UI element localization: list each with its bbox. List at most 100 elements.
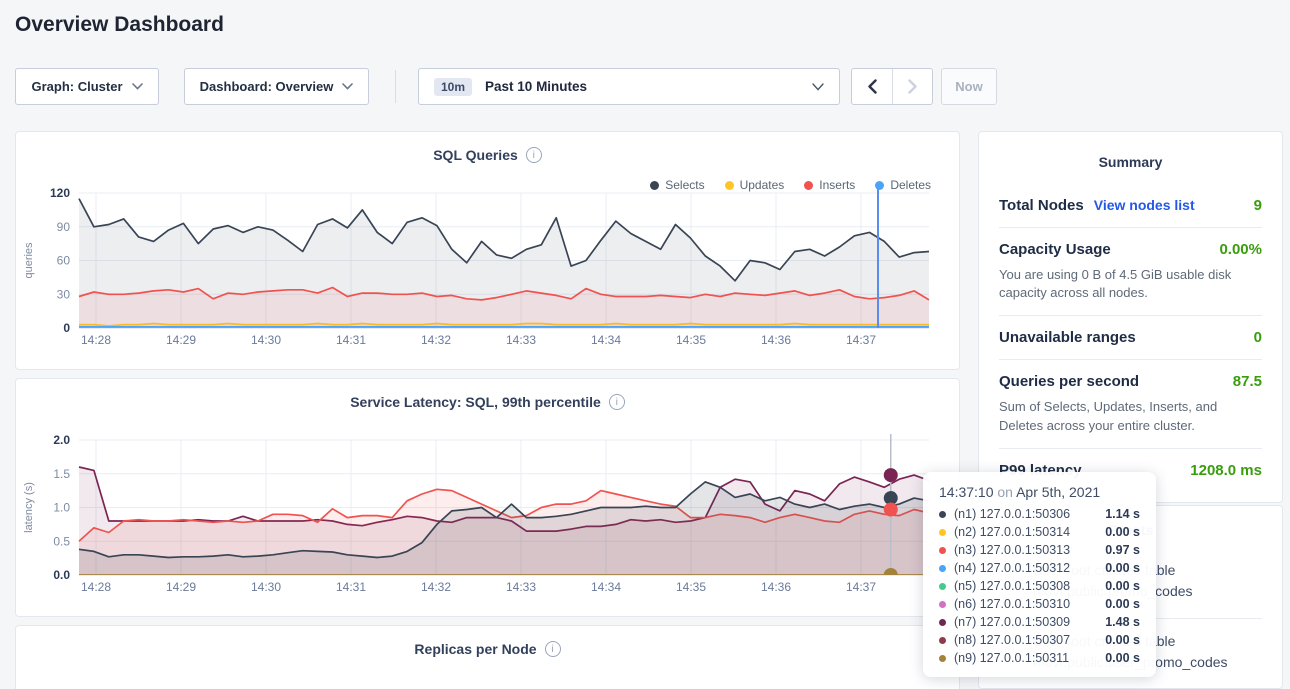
node-dot-icon bbox=[939, 655, 946, 662]
service-latency-chart[interactable]: 0.00.51.01.52.014:2814:2914:3014:3114:32… bbox=[16, 434, 959, 599]
info-icon[interactable]: i bbox=[545, 641, 561, 657]
tooltip-timestamp: 14:37:10 on Apr 5th, 2021 bbox=[939, 484, 1140, 500]
node-dot-icon bbox=[939, 547, 946, 554]
legend-item-inserts[interactable]: Inserts bbox=[804, 178, 855, 192]
chevron-right-icon bbox=[908, 79, 917, 94]
unavailable-ranges-label: Unavailable ranges bbox=[999, 329, 1136, 346]
svg-text:14:34: 14:34 bbox=[591, 333, 621, 347]
graph-dropdown[interactable]: Graph: Cluster bbox=[15, 68, 159, 105]
node-latency: 0.00 s bbox=[1105, 651, 1140, 665]
summary-row-total-nodes: Total Nodes View nodes list 9 bbox=[999, 184, 1262, 228]
replicas-title: Replicas per Node bbox=[414, 641, 536, 657]
dashboard-dropdown[interactable]: Dashboard: Overview bbox=[184, 68, 369, 105]
node-dot-icon bbox=[939, 511, 946, 518]
tooltip-row-n7: (n7) 127.0.0.1:503091.48 s bbox=[939, 613, 1140, 631]
node-latency: 0.97 s bbox=[1105, 543, 1140, 557]
svg-text:queries: queries bbox=[23, 242, 35, 279]
sql-queries-title: SQL Queries bbox=[433, 147, 518, 163]
summary-panel: Summary Total Nodes View nodes list 9 Ca… bbox=[978, 131, 1283, 503]
legend-item-updates[interactable]: Updates bbox=[725, 178, 785, 192]
info-icon[interactable]: i bbox=[609, 394, 625, 410]
tooltip-time: 14:37:10 bbox=[939, 484, 994, 500]
legend-label: Deletes bbox=[890, 178, 931, 192]
sql-queries-panel: SQL Queries i Selects Updates Inserts De… bbox=[15, 131, 960, 370]
time-next-button[interactable] bbox=[892, 69, 932, 104]
capacity-usage-label: Capacity Usage bbox=[999, 241, 1111, 258]
node-latency: 0.00 s bbox=[1105, 633, 1140, 647]
node-address: (n3) 127.0.0.1:50313 bbox=[954, 543, 1070, 557]
svg-text:14:31: 14:31 bbox=[336, 333, 366, 347]
svg-text:14:29: 14:29 bbox=[166, 333, 196, 347]
svg-text:14:36: 14:36 bbox=[761, 333, 791, 347]
svg-text:14:31: 14:31 bbox=[336, 580, 366, 594]
capacity-usage-desc: You are using 0 B of 4.5 GiB usable disk… bbox=[999, 266, 1262, 302]
node-address: (n8) 127.0.0.1:50307 bbox=[954, 633, 1070, 647]
node-address: (n5) 127.0.0.1:50308 bbox=[954, 579, 1070, 593]
tooltip-row-n6: (n6) 127.0.0.1:503100.00 s bbox=[939, 595, 1140, 613]
time-range-badge: 10m bbox=[434, 78, 472, 96]
deletes-dot-icon bbox=[875, 181, 884, 190]
selects-dot-icon bbox=[650, 181, 659, 190]
view-nodes-list-link[interactable]: View nodes list bbox=[1094, 197, 1195, 213]
node-dot-icon bbox=[939, 601, 946, 608]
tooltip-on: on bbox=[997, 484, 1013, 500]
now-button[interactable]: Now bbox=[941, 68, 997, 105]
svg-text:14:28: 14:28 bbox=[81, 333, 111, 347]
summary-row-qps: Queries per second 87.5 Sum of Selects, … bbox=[999, 360, 1262, 448]
svg-text:14:35: 14:35 bbox=[676, 333, 706, 347]
node-dot-icon bbox=[939, 565, 946, 572]
tooltip-row-n3: (n3) 127.0.0.1:50313 0.97 s bbox=[939, 541, 1140, 559]
node-address: (n2) 127.0.0.1:50314 bbox=[954, 525, 1070, 539]
unavailable-ranges-value: 0 bbox=[1254, 329, 1262, 346]
svg-text:14:28: 14:28 bbox=[81, 580, 111, 594]
qps-label: Queries per second bbox=[999, 373, 1139, 390]
tooltip-row-n2: (n2) 127.0.0.1:50314 0.00 s bbox=[939, 523, 1140, 541]
tooltip-row-n9: (n9) 127.0.0.1:503110.00 s bbox=[939, 649, 1140, 667]
time-prev-button[interactable] bbox=[852, 69, 892, 104]
info-icon[interactable]: i bbox=[526, 147, 542, 163]
node-address: (n4) 127.0.0.1:50312 bbox=[954, 561, 1070, 575]
page-title: Overview Dashboard bbox=[15, 13, 224, 37]
tooltip-row-n4: (n4) 127.0.0.1:50312 0.00 s bbox=[939, 559, 1140, 577]
graph-dropdown-label: Graph: Cluster bbox=[31, 79, 122, 94]
node-latency: 0.00 s bbox=[1105, 561, 1140, 575]
node-dot-icon bbox=[939, 583, 946, 590]
node-address: (n1) 127.0.0.1:50306 bbox=[954, 507, 1070, 521]
node-latency: 0.00 s bbox=[1105, 579, 1140, 593]
node-latency: 0.00 s bbox=[1105, 597, 1140, 611]
svg-text:14:33: 14:33 bbox=[506, 333, 536, 347]
svg-text:14:32: 14:32 bbox=[421, 580, 451, 594]
summary-row-unavailable-ranges: Unavailable ranges 0 bbox=[999, 316, 1262, 360]
chevron-down-icon bbox=[132, 83, 143, 90]
time-range-label: Past 10 Minutes bbox=[485, 79, 587, 94]
time-nav-group bbox=[851, 68, 933, 105]
node-latency: 0.00 s bbox=[1105, 525, 1140, 539]
svg-text:14:34: 14:34 bbox=[591, 580, 621, 594]
legend-label: Updates bbox=[740, 178, 785, 192]
node-latency: 1.48 s bbox=[1105, 615, 1140, 629]
time-range-select[interactable]: 10m Past 10 Minutes bbox=[418, 68, 840, 105]
legend-item-deletes[interactable]: Deletes bbox=[875, 178, 931, 192]
service-latency-panel: Service Latency: SQL, 99th percentile i … bbox=[15, 378, 960, 617]
overview-dashboard-page: { "page": { "title": "Overview Dashboard… bbox=[0, 0, 1290, 689]
service-latency-title-row: Service Latency: SQL, 99th percentile i bbox=[16, 379, 959, 410]
sql-queries-legend: Selects Updates Inserts Deletes bbox=[650, 178, 931, 192]
node-dot-icon bbox=[939, 637, 946, 644]
svg-text:14:30: 14:30 bbox=[251, 580, 281, 594]
svg-text:0: 0 bbox=[63, 321, 70, 335]
inserts-dot-icon bbox=[804, 181, 813, 190]
qps-value: 87.5 bbox=[1233, 373, 1262, 390]
tooltip-row-n5: (n5) 127.0.0.1:50308 0.00 s bbox=[939, 577, 1140, 595]
svg-text:1.5: 1.5 bbox=[53, 467, 70, 481]
legend-item-selects[interactable]: Selects bbox=[650, 178, 704, 192]
node-latency: 1.14 s bbox=[1105, 507, 1140, 521]
svg-text:2.0: 2.0 bbox=[53, 434, 70, 447]
updates-dot-icon bbox=[725, 181, 734, 190]
svg-text:latency (s): latency (s) bbox=[23, 482, 35, 533]
chevron-left-icon bbox=[868, 79, 877, 94]
chevron-down-icon bbox=[342, 83, 353, 90]
sql-queries-chart[interactable]: 030609012014:2814:2914:3014:3114:3214:33… bbox=[16, 187, 959, 352]
svg-text:90: 90 bbox=[57, 220, 71, 234]
legend-label: Inserts bbox=[819, 178, 855, 192]
p99-latency-value: 1208.0 ms bbox=[1190, 462, 1262, 479]
